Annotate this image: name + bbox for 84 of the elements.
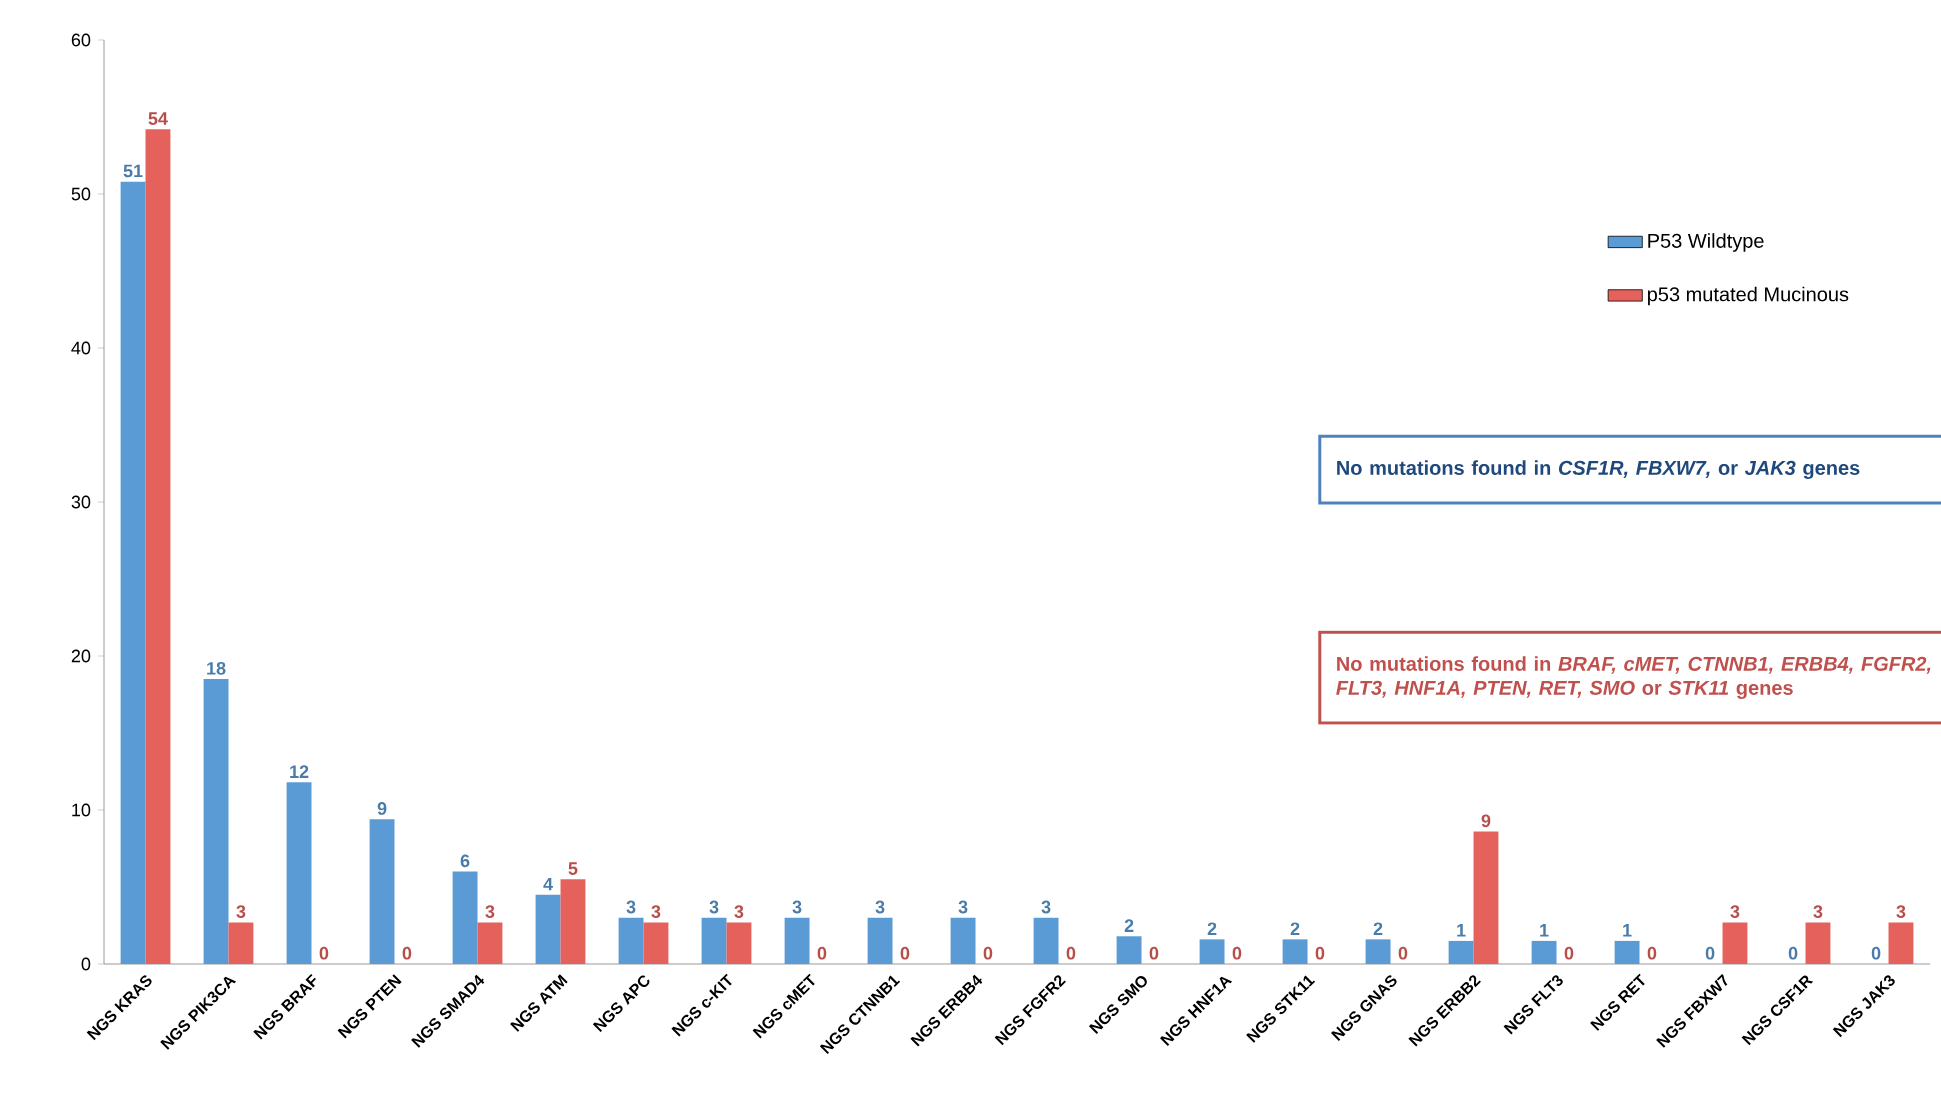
y-tick-label: 60 (71, 33, 91, 47)
data-label: 54 (148, 112, 168, 125)
data-label: 3 (1730, 905, 1740, 919)
bar (203, 679, 229, 964)
data-label: 2 (1124, 919, 1134, 932)
bar (1282, 939, 1308, 964)
y-tick-label: 10 (72, 803, 91, 817)
data-label: 3 (792, 900, 802, 914)
data-label: 18 (207, 661, 226, 675)
data-label: 12 (290, 765, 309, 778)
data-label: 2 (1290, 922, 1300, 935)
bar (643, 922, 669, 964)
data-label: 3 (1896, 905, 1906, 919)
data-label: 1 (1457, 924, 1466, 937)
bar (1614, 940, 1640, 964)
data-label: 0 (900, 946, 910, 960)
data-label: 3 (1813, 905, 1823, 919)
data-label: 6 (460, 854, 470, 868)
bar (701, 917, 727, 964)
data-label: 3 (709, 900, 719, 914)
data-label: 3 (958, 900, 968, 914)
bar (228, 922, 254, 964)
data-label: 51 (123, 164, 143, 178)
bar (369, 819, 395, 964)
data-label: 0 (319, 946, 329, 960)
bar (1365, 939, 1391, 964)
bar (1448, 940, 1474, 964)
y-tick-label: 50 (71, 187, 91, 201)
bar (784, 917, 810, 964)
data-label: 2 (1373, 922, 1383, 935)
annotation: No mutations found in BRAF, cMET, CTNNB1, ERBB4, FGFR2, FLT3, HNF1A, PTEN, RET, SMO or STK11 genes (1336, 656, 1931, 699)
data-label: 0 (983, 946, 993, 960)
bar (560, 879, 586, 964)
data-label: 0 (1705, 946, 1715, 960)
data-label: 1 (1623, 924, 1632, 937)
bar (535, 894, 561, 964)
data-label: 1 (1540, 924, 1549, 937)
y-tick-label: 0 (81, 957, 91, 971)
data-label: 0 (1232, 946, 1242, 960)
bar (950, 917, 976, 964)
data-label: 3 (626, 900, 636, 914)
y-tick-label: 20 (71, 649, 91, 663)
bar (1531, 940, 1557, 964)
bar (1116, 936, 1142, 964)
data-label: 9 (1481, 814, 1491, 828)
bar (286, 782, 312, 964)
bar (1199, 939, 1225, 964)
data-label: 3 (734, 905, 744, 919)
bar (1888, 922, 1914, 964)
data-label: 3 (1041, 900, 1051, 914)
data-label: 0 (1564, 946, 1574, 960)
bar (1722, 922, 1748, 964)
data-label: 3 (485, 905, 495, 919)
data-label: 3 (875, 900, 885, 914)
bar (867, 917, 893, 964)
data-label: 0 (1149, 946, 1159, 960)
data-label: 0 (1647, 946, 1657, 960)
bar (145, 129, 171, 964)
data-label: 3 (236, 905, 246, 919)
data-label: 0 (817, 946, 827, 960)
bar (120, 181, 146, 964)
data-label: 0 (402, 946, 412, 960)
legend-label: p53 mutated Mucinous (1647, 286, 1849, 306)
y-tick-label: 30 (71, 495, 91, 509)
data-label: 3 (651, 905, 661, 919)
y-tick-label: 40 (71, 341, 91, 355)
data-label: 0 (1788, 946, 1798, 960)
data-label: 9 (377, 802, 387, 815)
annotation: No mutations found in CSF1R, FBXW7, or JAK3 genes (1337, 460, 1860, 480)
data-label: 0 (1871, 946, 1881, 960)
data-label: 0 (1066, 946, 1076, 960)
bar (1473, 831, 1499, 964)
bar (1805, 922, 1831, 964)
bar (618, 917, 644, 964)
data-label: 0 (1398, 946, 1408, 960)
bar (1033, 917, 1059, 964)
data-label: 2 (1207, 922, 1217, 935)
data-label: 4 (543, 877, 553, 891)
data-label: 5 (568, 862, 578, 875)
bar (726, 922, 752, 964)
bar (477, 922, 503, 964)
bar (452, 871, 478, 964)
legend-label: P53 Wildtype (1648, 233, 1764, 252)
data-label: 0 (1315, 946, 1325, 960)
